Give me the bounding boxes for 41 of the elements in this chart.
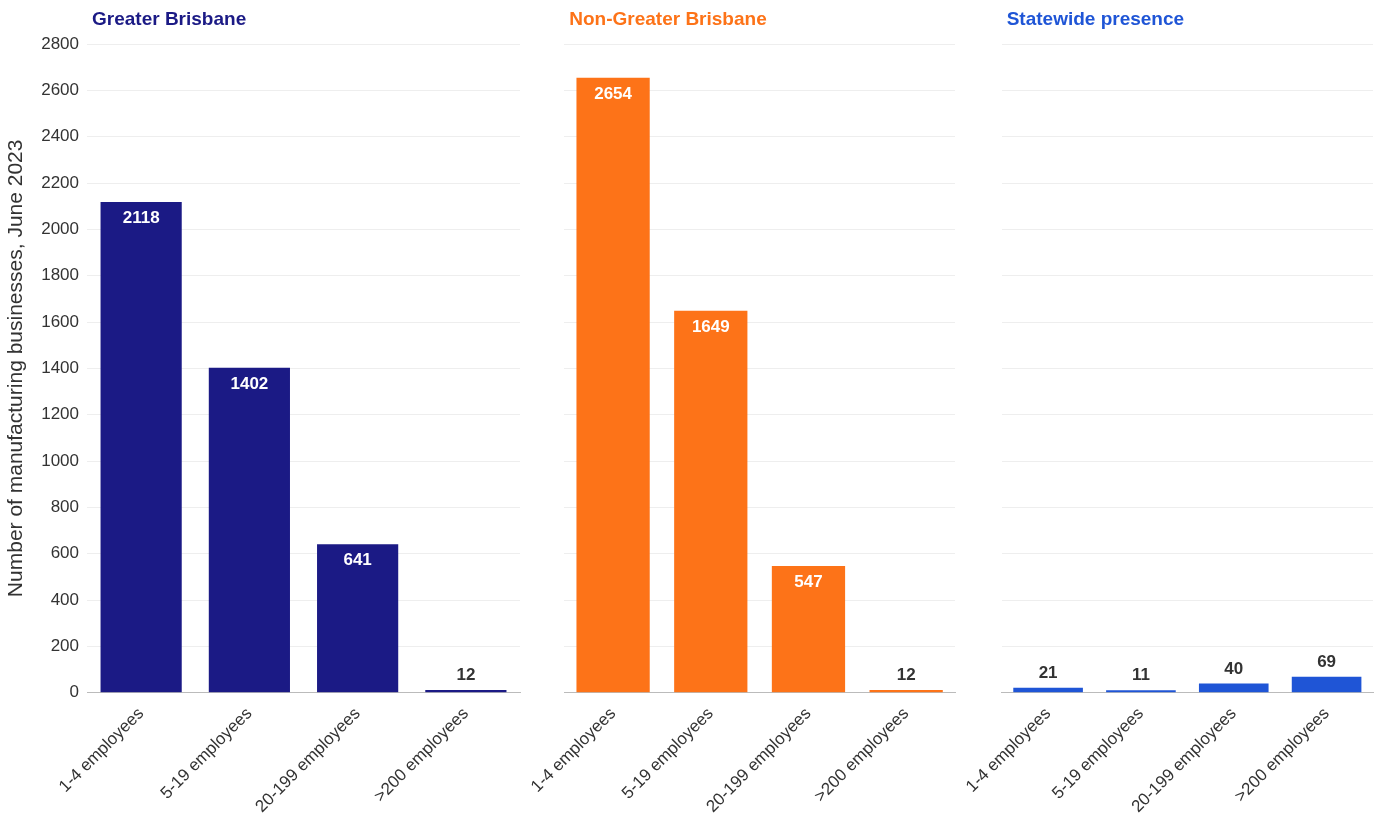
bar bbox=[674, 310, 748, 693]
y-tick-label: 800 bbox=[50, 497, 80, 517]
data-label: 12 bbox=[896, 665, 916, 685]
data-label: 21 bbox=[1038, 663, 1058, 682]
y-tick-label: 2200 bbox=[41, 172, 80, 192]
bar bbox=[100, 202, 182, 693]
data-label: 1649 bbox=[691, 316, 730, 336]
y-tick-label: 1600 bbox=[41, 311, 80, 331]
data-label: 641 bbox=[343, 550, 372, 570]
y-tick-label: 2000 bbox=[41, 219, 80, 239]
y-tick-label: 600 bbox=[50, 543, 80, 563]
data-label: 2118 bbox=[122, 208, 160, 228]
y-tick-label: 2600 bbox=[41, 80, 80, 100]
bar bbox=[771, 565, 846, 693]
chart-title: Greater Brisbane bbox=[92, 8, 247, 30]
y-tick-label: 2800 bbox=[41, 33, 80, 53]
chart-title: Non-Greater Brisbane bbox=[569, 8, 767, 30]
bar bbox=[208, 367, 290, 693]
y-tick-label: 1800 bbox=[41, 265, 80, 285]
data-label: 69 bbox=[1317, 651, 1337, 671]
bar bbox=[1291, 676, 1362, 693]
data-label: 40 bbox=[1224, 658, 1244, 678]
y-tick-label: 2400 bbox=[41, 126, 80, 146]
y-tick-label: 1000 bbox=[41, 450, 80, 470]
y-axis-title: Number of manufacturing businesses, June 2023 bbox=[3, 139, 27, 598]
y-tick-label: 400 bbox=[50, 589, 80, 609]
data-label: 12 bbox=[456, 665, 476, 685]
bar bbox=[576, 77, 650, 693]
y-tick-label: 1400 bbox=[41, 358, 80, 378]
y-tick-label: 200 bbox=[50, 636, 80, 656]
chart-title: Statewide presence bbox=[1006, 8, 1185, 30]
bar bbox=[1013, 687, 1083, 693]
data-label: 547 bbox=[794, 572, 823, 592]
y-tick-label: 0 bbox=[69, 682, 80, 702]
bar bbox=[317, 544, 399, 693]
data-label: 11 bbox=[1131, 665, 1150, 685]
bar bbox=[1106, 690, 1176, 693]
y-tick-label: 1200 bbox=[41, 404, 80, 424]
bar bbox=[1198, 683, 1269, 693]
data-label: 2654 bbox=[594, 84, 633, 104]
data-label: 1402 bbox=[230, 374, 269, 394]
